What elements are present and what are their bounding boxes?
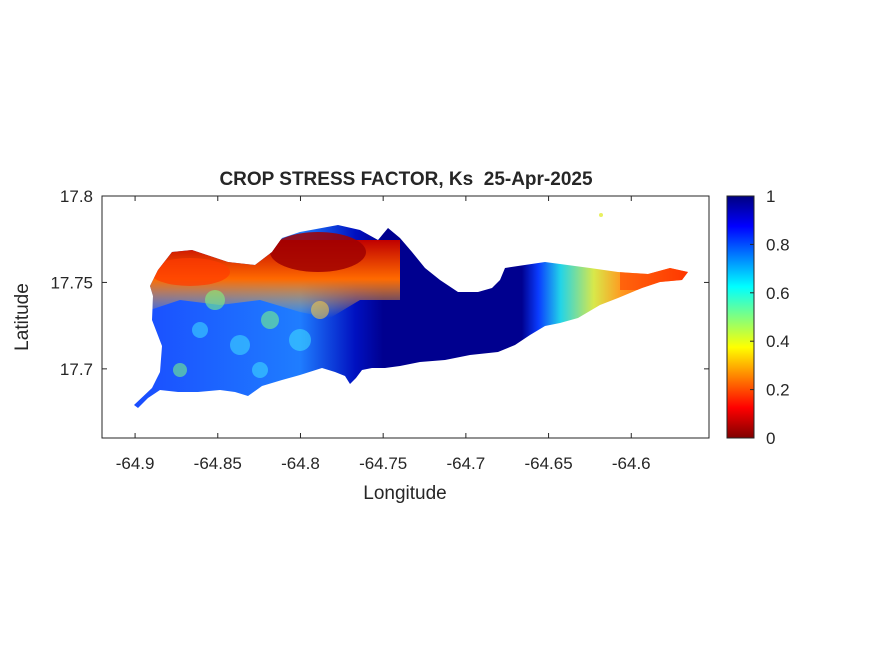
colorbar: 0 0.2 0.4 0.6 0.8 1 [726, 187, 790, 448]
west-speckle [173, 290, 329, 378]
colorbar-tick-label: 0 [766, 429, 775, 448]
colorbar-tick-label: 0.8 [766, 235, 790, 254]
x-tick-label: -64.85 [194, 454, 242, 473]
x-tick-label: -64.9 [116, 454, 155, 473]
y-axis-label: Latitude [12, 283, 33, 351]
colorbar-tick-label: 1 [766, 187, 775, 206]
x-tick-label: -64.75 [359, 454, 407, 473]
x-tick-label: -64.8 [281, 454, 320, 473]
y-tick-label: 17.7 [60, 360, 93, 379]
colorbar-ticks: 0 0.2 0.4 0.6 0.8 1 [750, 187, 790, 448]
colorbar-tick-label: 0.6 [766, 284, 790, 303]
north-hills-dark-red [270, 232, 366, 272]
y-tick-label: 17.8 [60, 187, 93, 206]
colorbar-tick-label: 0.2 [766, 381, 790, 400]
colorbar-gradient [726, 195, 755, 439]
chart-title: CROP STRESS FACTOR, Ks 25-Apr-2025 [219, 169, 593, 190]
x-axis: -64.9 -64.85 -64.8 -64.75 -64.7 -64.65 -64.6 [116, 196, 651, 473]
y-tick-label: 17.75 [50, 273, 93, 292]
x-tick-label: -64.6 [612, 454, 651, 473]
x-tick-label: -64.65 [524, 454, 572, 473]
colorbar-tick-label: 0.4 [766, 332, 790, 351]
x-axis-label: Longitude [363, 483, 446, 504]
islet-dot [599, 213, 603, 217]
x-tick-label: -64.7 [446, 454, 485, 473]
y-axis: 17.7 17.75 17.8 [50, 187, 709, 379]
nw-red-patch [150, 258, 230, 286]
